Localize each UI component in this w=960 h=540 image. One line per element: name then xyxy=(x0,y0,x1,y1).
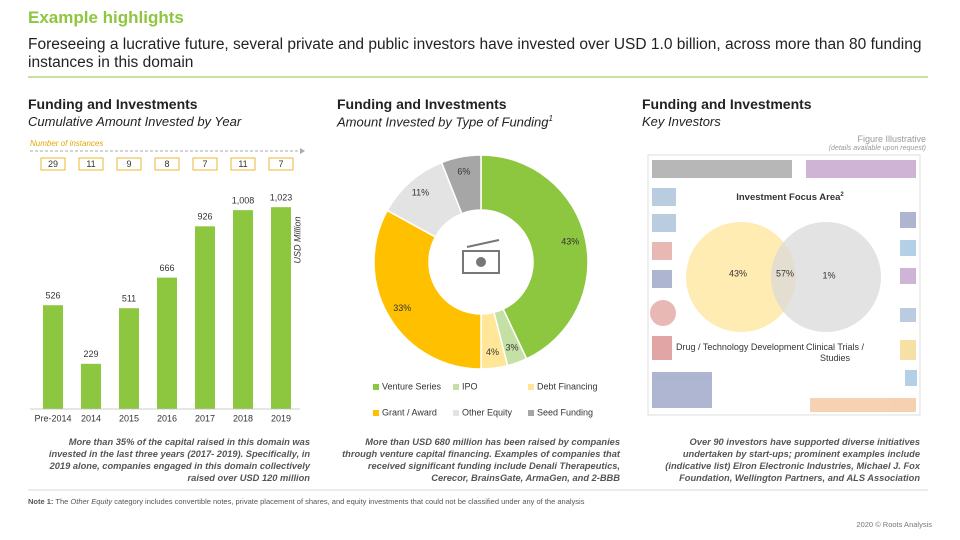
legend-label: IPO xyxy=(462,381,478,391)
value-label: 526 xyxy=(45,291,60,301)
caption: More than USD 680 million has been raise… xyxy=(342,437,620,483)
legend-label: Venture Series xyxy=(382,381,442,391)
slice-label: 6% xyxy=(457,166,470,176)
venn-circle xyxy=(771,222,881,332)
instances-label: Number of instances xyxy=(30,139,103,148)
value-label: 229 xyxy=(83,349,98,359)
bar xyxy=(43,305,63,409)
x-tick-label: Pre-2014 xyxy=(34,413,71,423)
arrow-head xyxy=(300,148,305,154)
note-label: Note 1: xyxy=(28,497,54,506)
instance-box xyxy=(78,157,104,171)
bar xyxy=(81,363,101,409)
instance-value: 7 xyxy=(278,159,283,169)
figure-detail: (details available upon request) xyxy=(828,145,926,152)
bar xyxy=(195,226,215,409)
note-text: The xyxy=(55,497,69,506)
panel-title: Cumulative Amount Invested by Year xyxy=(28,114,242,129)
legend-label: Grant / Award xyxy=(382,407,437,417)
slice-label: 4% xyxy=(486,347,499,357)
y-axis-label: USD Million xyxy=(292,216,302,263)
bar xyxy=(233,210,253,409)
instance-box xyxy=(192,157,218,171)
bar xyxy=(119,308,139,409)
venn-title-text: Investment Focus Area xyxy=(736,192,841,203)
icon-part xyxy=(462,250,500,274)
venn-title-note: 2 xyxy=(840,192,844,198)
panel-title: Key Investors xyxy=(642,114,721,129)
note-em: Other Equity xyxy=(70,497,113,506)
legend-swatch xyxy=(528,410,534,416)
x-tick-label: 2019 xyxy=(271,413,291,423)
title-note: 1 xyxy=(548,114,553,123)
x-tick-label: 2015 xyxy=(119,413,139,423)
title-text: Amount Invested by Type of Funding xyxy=(337,114,549,130)
icon-part xyxy=(476,257,486,267)
instance-box xyxy=(40,157,66,171)
donut-slice xyxy=(480,154,589,360)
value-label: 511 xyxy=(122,294,136,304)
x-tick-label: 2016 xyxy=(157,413,177,423)
figure-note: Figure Illustrative xyxy=(857,134,926,144)
instance-value: 8 xyxy=(164,159,169,169)
instance-box xyxy=(230,157,256,171)
panel-heading: Funding and Investments xyxy=(337,96,507,112)
instance-box xyxy=(268,157,294,171)
slice-label: 3% xyxy=(505,342,518,352)
value-label: 1,008 xyxy=(232,196,255,206)
venn xyxy=(686,222,881,332)
venn-value: 1% xyxy=(822,270,835,280)
x-tick-label: 2014 xyxy=(81,413,101,423)
slice-label: 33% xyxy=(393,303,411,313)
venn-title: Investment Focus Area2 xyxy=(736,192,844,203)
instance-value: 29 xyxy=(48,159,58,169)
instance-value: 11 xyxy=(238,159,247,169)
legend-swatch xyxy=(373,384,379,390)
icon-part xyxy=(466,239,500,248)
instance-value: 11 xyxy=(86,159,95,169)
page-title: Example highlights xyxy=(28,8,184,27)
note-text: category includes convertible notes, pri… xyxy=(114,497,585,506)
caption: More than 35% of the capital raised in t… xyxy=(48,437,310,483)
panel-heading: Funding and Investments xyxy=(28,96,198,112)
legend-label: Debt Financing xyxy=(537,381,598,391)
venn-value: 43% xyxy=(729,268,747,278)
legend-swatch xyxy=(453,410,459,416)
legend-swatch xyxy=(373,410,379,416)
logo-placeholders xyxy=(650,160,917,412)
page-subtitle: Foreseeing a lucrative future, several p… xyxy=(28,36,922,71)
instance-value: 9 xyxy=(126,159,131,169)
instance-box xyxy=(154,157,180,171)
caption: Over 90 investors have supported diverse… xyxy=(665,437,920,483)
slice-label: 11% xyxy=(412,188,429,198)
value-label: 666 xyxy=(159,263,174,273)
legend-label: Seed Funding xyxy=(537,407,593,417)
venn-label: Drug / Technology Development xyxy=(676,342,804,352)
donut-slice xyxy=(373,209,482,370)
panel-heading: Funding and Investments xyxy=(642,96,812,112)
slice-label: 43% xyxy=(561,236,579,246)
instance-box xyxy=(116,157,142,171)
instance-value: 7 xyxy=(202,159,207,169)
venn-label: Clinical Trials / Studies xyxy=(805,342,864,363)
venn-value: 57% xyxy=(776,268,794,278)
money-icon xyxy=(462,239,500,274)
value-label: 926 xyxy=(197,212,212,222)
note: Note 1: The Other Equity category includ… xyxy=(28,497,584,506)
donut-slice xyxy=(440,154,482,215)
footer: 2020 © Roots Analysis xyxy=(856,520,932,529)
panel-title: Amount Invested by Type of Funding1 xyxy=(337,114,553,129)
x-tick-label: 2018 xyxy=(233,413,253,423)
legend-swatch xyxy=(453,384,459,390)
bar xyxy=(157,277,177,409)
legend-label: Other Equity xyxy=(462,407,513,417)
bar xyxy=(271,207,291,409)
value-label: 1,023 xyxy=(270,193,293,203)
x-tick-label: 2017 xyxy=(195,413,215,423)
legend-swatch xyxy=(528,384,534,390)
venn-circle xyxy=(686,222,796,332)
